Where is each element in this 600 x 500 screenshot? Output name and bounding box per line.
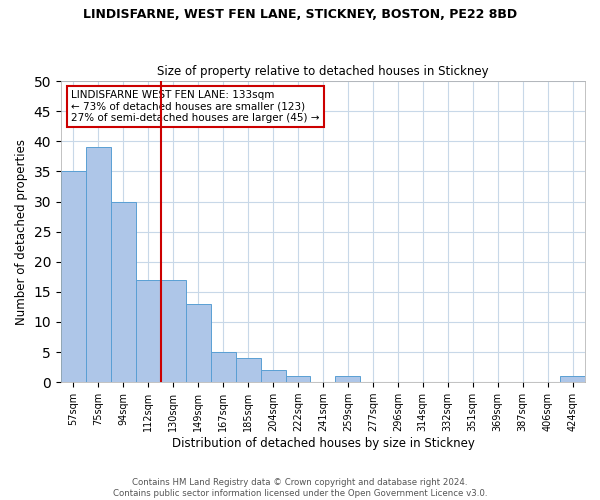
Bar — [286, 376, 310, 382]
Bar — [86, 148, 111, 382]
Text: LINDISFARNE WEST FEN LANE: 133sqm
← 73% of detached houses are smaller (123)
27%: LINDISFARNE WEST FEN LANE: 133sqm ← 73% … — [71, 90, 320, 124]
Bar — [61, 172, 86, 382]
Bar — [211, 352, 236, 382]
Title: Size of property relative to detached houses in Stickney: Size of property relative to detached ho… — [157, 66, 489, 78]
Bar — [335, 376, 361, 382]
Bar — [185, 304, 211, 382]
Y-axis label: Number of detached properties: Number of detached properties — [15, 138, 28, 324]
Text: Contains HM Land Registry data © Crown copyright and database right 2024.
Contai: Contains HM Land Registry data © Crown c… — [113, 478, 487, 498]
Text: LINDISFARNE, WEST FEN LANE, STICKNEY, BOSTON, PE22 8BD: LINDISFARNE, WEST FEN LANE, STICKNEY, BO… — [83, 8, 517, 20]
Bar — [236, 358, 260, 382]
Bar — [560, 376, 585, 382]
X-axis label: Distribution of detached houses by size in Stickney: Distribution of detached houses by size … — [172, 437, 475, 450]
Bar — [136, 280, 161, 382]
Bar — [111, 202, 136, 382]
Bar — [260, 370, 286, 382]
Bar — [161, 280, 185, 382]
